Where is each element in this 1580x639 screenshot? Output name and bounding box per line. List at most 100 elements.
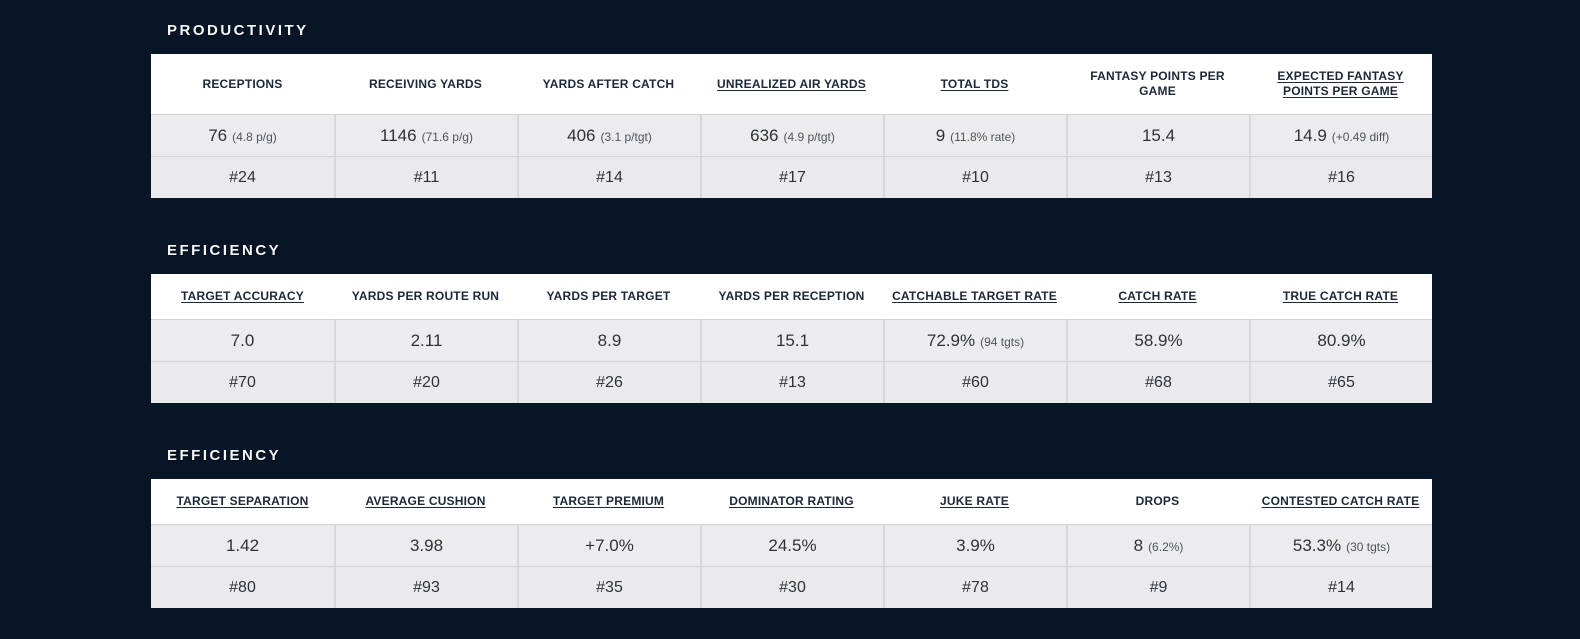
stat-rank: #16 [1328, 168, 1355, 186]
stat-value: 7.0 [230, 330, 255, 350]
rank-cell: #16 [1249, 156, 1432, 198]
header-cell: TRUE CATCH RATE [1249, 274, 1432, 319]
stat-rank: #14 [596, 168, 623, 186]
stat-value: 1146 [380, 125, 417, 145]
stat-header-label[interactable]: TOTAL TDS [940, 76, 1009, 91]
stat-rank: #80 [229, 578, 256, 596]
rank-cell: #80 [151, 566, 334, 608]
value-wrap: 636 (4.9 p/tgt) [750, 126, 835, 146]
header-cell: DOMINATOR RATING [700, 479, 883, 524]
header-cell: AVERAGE CUSHION [334, 479, 517, 524]
stat-rank: #93 [413, 578, 440, 596]
header-cell: TARGET ACCURACY [151, 274, 334, 319]
header-cell: UNREALIZED AIR YARDS [700, 54, 883, 114]
value-cell: 76 (4.8 p/g) [151, 114, 334, 156]
stat-header-label[interactable]: DOMINATOR RATING [729, 494, 854, 508]
value-cell: 3.9% [883, 524, 1066, 566]
table-header-row: RECEPTIONS RECEIVING YARDS YARDS AFTER CAT… [151, 54, 1432, 114]
rank-cell: #24 [151, 156, 334, 198]
value-cell: 80.9% [1249, 319, 1432, 361]
value-cell: 1146 (71.6 p/g) [334, 114, 517, 156]
header-cell: JUKE RATE [883, 479, 1066, 524]
stat-rank: #30 [779, 578, 806, 596]
stat-value: 8.9 [597, 330, 622, 350]
stat-header-label[interactable]: JUKE RATE [940, 494, 1009, 508]
rank-cell: #68 [1066, 361, 1249, 403]
table-value-row: 1.42 3.98 +7.0% 24.5% 3.9% 8 (6.2%) 53.3% (30 tg… [151, 524, 1432, 566]
rank-cell: #13 [1066, 156, 1249, 198]
stat-rank: #24 [229, 168, 256, 186]
stat-header-label[interactable]: CATCHABLE TARGET RATE [892, 289, 1057, 303]
stat-note: (3.1 p/tgt) [600, 129, 652, 144]
stat-header-label[interactable]: TRUE CATCH RATE [1282, 289, 1399, 303]
rank-cell: #13 [700, 361, 883, 403]
value-wrap: 80.9% [1317, 331, 1365, 351]
stat-header-label[interactable]: CONTESTED CATCH RATE [1261, 494, 1420, 508]
stat-rank: #68 [1145, 373, 1172, 391]
stat-value: 636 [750, 125, 779, 145]
rank-cell: #35 [517, 566, 700, 608]
stat-header-label[interactable]: AVERAGE CUSHION [365, 494, 486, 508]
stat-rank: #70 [229, 373, 256, 391]
value-wrap: 58.9% [1134, 331, 1182, 351]
stat-note: (6.2%) [1148, 539, 1184, 554]
productivity-section: PRODUCTIVITY RECEPTIONS RECEIVING YARDS YAR… [151, 22, 1432, 198]
rank-cell: #26 [517, 361, 700, 403]
stat-rank: #11 [413, 168, 440, 186]
stat-rank: #78 [962, 578, 989, 596]
table-header-row: TARGET SEPARATION AVERAGE CUSHION TARGET P… [151, 479, 1432, 524]
stat-value: 15.1 [775, 330, 810, 350]
rank-cell: #30 [700, 566, 883, 608]
stat-header-label: YARDS AFTER CATCH [542, 76, 675, 91]
header-cell: RECEPTIONS [151, 54, 334, 114]
stat-header-label[interactable]: TARGET ACCURACY [181, 289, 304, 303]
stat-rank: #10 [962, 168, 989, 186]
value-wrap: 15.4 [1142, 126, 1175, 146]
header-cell: DROPS [1066, 479, 1249, 524]
header-cell: EXPECTED FANTASY POINTS PER GAME [1249, 54, 1432, 114]
stat-value: 14.9 [1293, 125, 1327, 145]
stat-header-label[interactable]: TARGET PREMIUM [552, 494, 665, 508]
value-cell: 2.11 [334, 319, 517, 361]
rank-cell: #14 [517, 156, 700, 198]
stat-value: 2.11 [410, 330, 443, 350]
value-cell: 53.3% (30 tgts) [1249, 524, 1432, 566]
stats-sections-container: PRODUCTIVITY RECEPTIONS RECEIVING YARDS YAR… [151, 22, 1580, 608]
stat-value: 1.42 [225, 535, 260, 555]
rank-cell: #17 [700, 156, 883, 198]
stat-header-label[interactable]: TARGET SEPARATION [176, 494, 309, 508]
table-rank-row: #70 #20 #26 #13 #60 #68 #65 [151, 361, 1432, 403]
value-cell: 15.4 [1066, 114, 1249, 156]
value-wrap: 15.1 [776, 331, 809, 351]
stat-value: 9 [935, 125, 946, 145]
value-cell: 406 (3.1 p/tgt) [517, 114, 700, 156]
value-wrap: 7.0 [231, 331, 255, 351]
stat-header-label[interactable]: CATCH RATE [1118, 289, 1197, 303]
stat-header-label[interactable]: UNREALIZED AIR YARDS [717, 76, 866, 91]
header-cell: YARDS PER RECEPTION [700, 274, 883, 319]
stat-note: (4.8 p/g) [232, 129, 277, 144]
stats-table: TARGET ACCURACY YARDS PER ROUTE RUN YARDS … [151, 274, 1432, 403]
stat-header-label: RECEIVING YARDS [368, 76, 483, 91]
rank-cell: #20 [334, 361, 517, 403]
stats-table: RECEPTIONS RECEIVING YARDS YARDS AFTER CAT… [151, 54, 1432, 198]
table-rank-row: #80 #93 #35 #30 #78 #9 #14 [151, 566, 1432, 608]
stat-header-label[interactable]: EXPECTED FANTASY POINTS PER GAME [1277, 69, 1404, 98]
stat-header-label: DROPS [1135, 494, 1180, 508]
stat-rank: #20 [413, 373, 440, 391]
stat-rank: #14 [1328, 578, 1355, 596]
stat-header-label: YARDS PER ROUTE RUN [351, 289, 500, 303]
stat-rank: #17 [779, 168, 806, 186]
value-wrap: 14.9 (+0.49 diff) [1294, 126, 1390, 146]
value-wrap: 8.9 [598, 331, 622, 351]
stat-value: 3.9% [956, 535, 995, 555]
rank-cell: #9 [1066, 566, 1249, 608]
stat-rank: #13 [779, 373, 806, 391]
stat-value: 72.9% [926, 330, 976, 350]
stat-value: 76 [208, 125, 228, 145]
stat-header-label: YARDS PER TARGET [546, 289, 671, 303]
value-cell: 14.9 (+0.49 diff) [1249, 114, 1432, 156]
stat-value: 80.9% [1317, 330, 1366, 350]
rank-cell: #78 [883, 566, 1066, 608]
stat-value: 53.3% [1292, 535, 1342, 555]
